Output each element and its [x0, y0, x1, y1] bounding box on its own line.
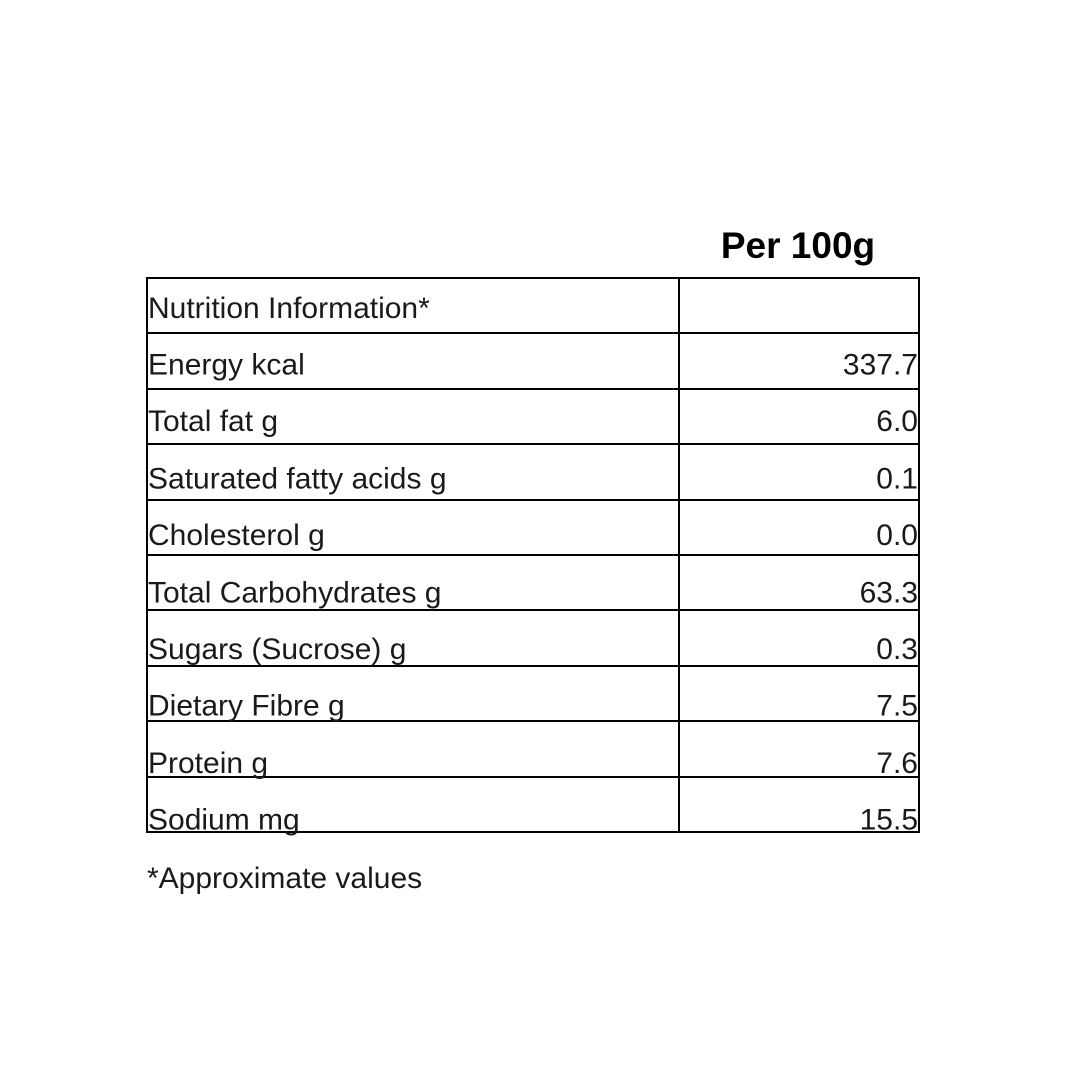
row-value-cell: 63.3 — [678, 553, 920, 612]
table-row: Dietary Fibre g 7.5 — [146, 664, 920, 723]
row-value-cell: 337.7 — [678, 332, 920, 390]
row-value-cell: 0.3 — [678, 609, 920, 667]
approximate-values-footnote: *Approximate values — [147, 862, 423, 895]
row-label: Energy kcal — [148, 348, 305, 382]
row-label-cell: Saturated fatty acids g — [146, 443, 680, 501]
row-label: Total fat g — [148, 405, 279, 439]
table-row: Cholesterol g 0.0 — [146, 498, 920, 556]
table-row: Protein g 7.6 — [146, 720, 920, 780]
row-label-cell: Energy kcal — [146, 332, 680, 390]
row-label: Total Carbohydrates g — [148, 576, 442, 610]
row-label-cell: Sugars (Sucrose) g — [146, 609, 680, 667]
row-value-cell — [678, 276, 920, 335]
row-value-cell: 15.5 — [678, 775, 920, 837]
row-label: Sugars (Sucrose) g — [148, 633, 407, 667]
table-row: Saturated fatty acids g 0.1 — [146, 443, 920, 501]
row-value-cell: 6.0 — [678, 387, 920, 446]
row-value: 15.5 — [859, 803, 918, 837]
row-label-cell: Total fat g — [146, 387, 680, 446]
row-label-cell: Cholesterol g — [146, 498, 680, 556]
row-value: 7.6 — [876, 746, 918, 780]
row-label-cell: Total Carbohydrates g — [146, 553, 680, 612]
row-label: Saturated fatty acids g — [148, 462, 447, 496]
table-row: Total fat g 6.0 — [146, 387, 920, 446]
table-row: Sugars (Sucrose) g 0.3 — [146, 609, 920, 667]
table-row: Nutrition Information* — [146, 276, 920, 335]
row-value-cell: 7.6 — [678, 720, 920, 780]
row-label: Cholesterol g — [148, 519, 325, 553]
row-label: Nutrition Information* — [148, 291, 430, 325]
table-row: Total Carbohydrates g 63.3 — [146, 553, 920, 612]
row-value: 0.3 — [876, 633, 918, 667]
row-value-cell: 0.0 — [678, 498, 920, 556]
row-value: 0.0 — [876, 519, 918, 553]
row-label-cell: Sodium mg — [146, 775, 680, 837]
row-label-cell: Nutrition Information* — [146, 276, 680, 335]
table-row: Sodium mg 15.5 — [146, 775, 920, 837]
row-value: 0.1 — [876, 462, 918, 496]
row-value-cell: 0.1 — [678, 443, 920, 501]
row-value: 6.0 — [876, 405, 918, 439]
row-label: Dietary Fibre g — [148, 689, 345, 723]
row-value: 63.3 — [859, 576, 918, 610]
row-value-cell: 7.5 — [678, 664, 920, 723]
nutrition-table: Nutrition Information* Energy kcal 337.7… — [146, 276, 920, 837]
row-label: Protein g — [148, 746, 269, 780]
row-label: Sodium mg — [148, 803, 300, 837]
table-row: Energy kcal 337.7 — [146, 332, 920, 390]
row-label-cell: Protein g — [146, 720, 680, 780]
row-value: 337.7 — [842, 348, 918, 382]
row-value: 7.5 — [876, 689, 918, 723]
per-100g-column-header: Per 100g — [720, 225, 876, 266]
row-label-cell: Dietary Fibre g — [146, 664, 680, 723]
